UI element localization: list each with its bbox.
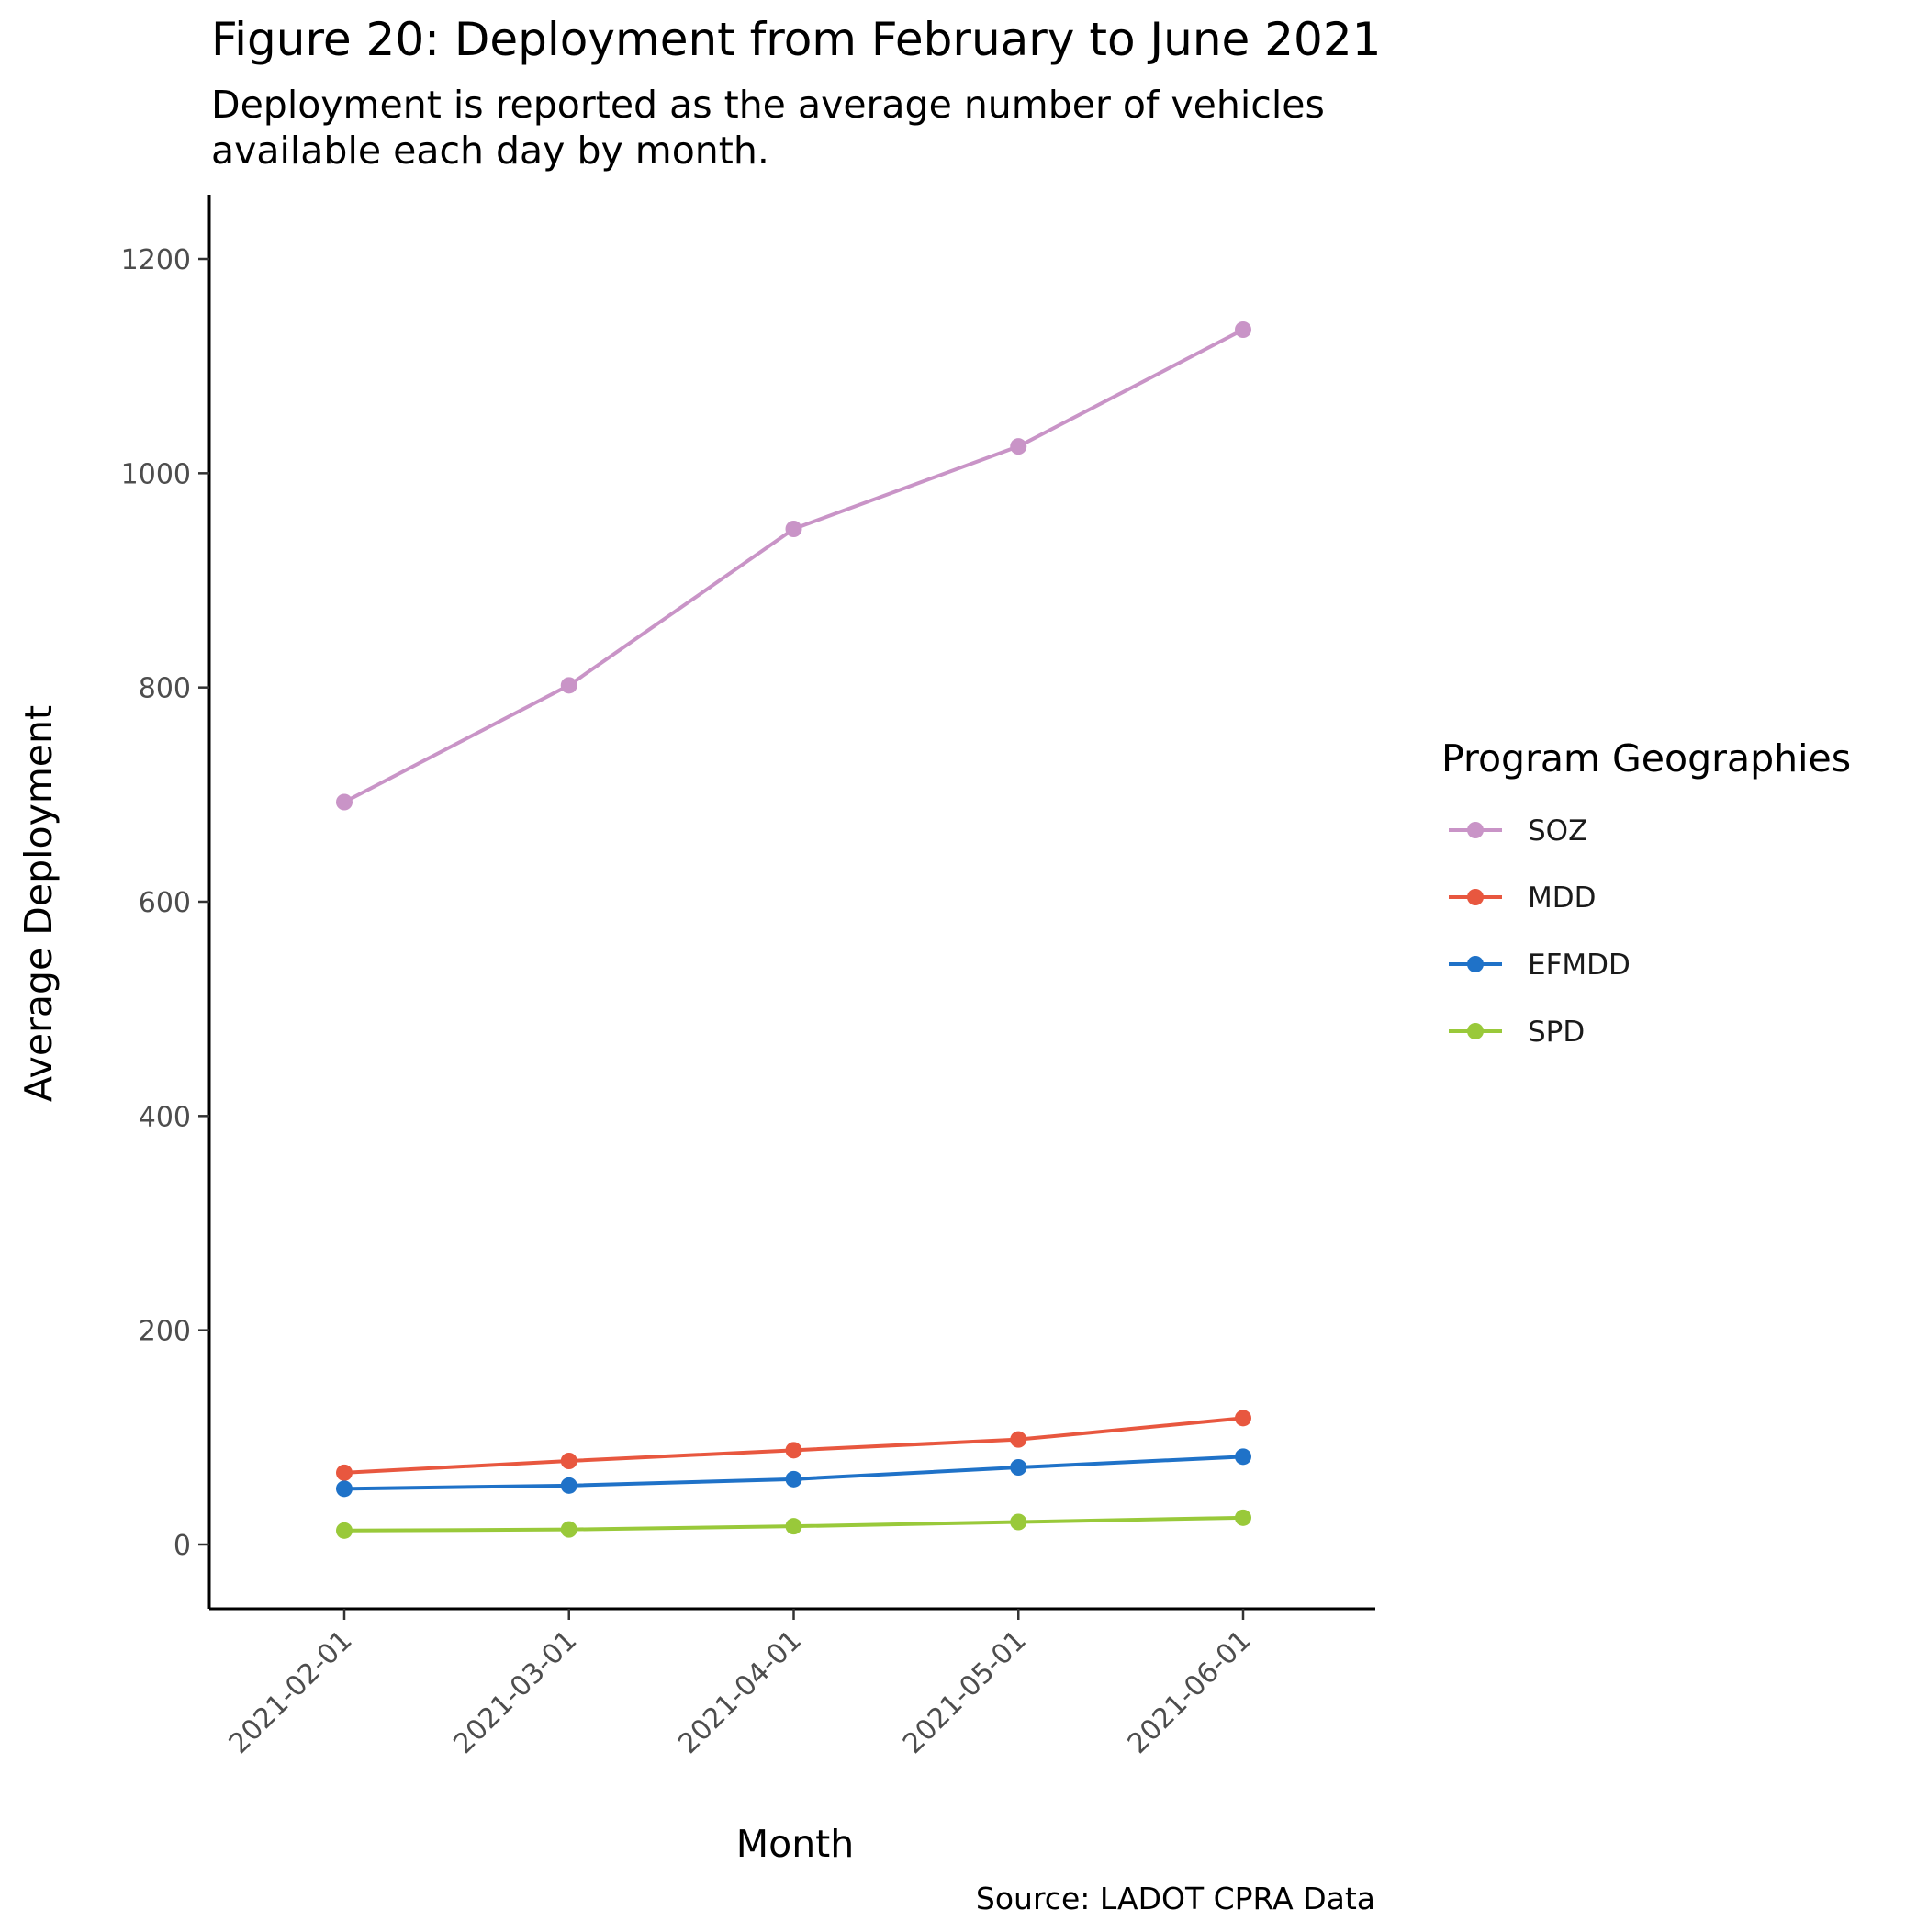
x-tick-label: 2021-02-01 bbox=[223, 1624, 359, 1760]
data-point-soz bbox=[1010, 438, 1027, 455]
data-point-soz bbox=[336, 793, 353, 811]
legend-marker-mdd bbox=[1467, 889, 1484, 905]
data-point-spd bbox=[1010, 1513, 1027, 1531]
y-tick-label: 400 bbox=[139, 1101, 191, 1133]
data-point-spd bbox=[560, 1521, 577, 1538]
y-tick-label: 1200 bbox=[121, 244, 191, 276]
y-tick-label: 0 bbox=[174, 1530, 191, 1562]
legend: SOZ MDD EFMDD SPD bbox=[1449, 814, 1631, 1049]
data-point-mdd bbox=[1010, 1431, 1027, 1448]
series-line-soz bbox=[343, 328, 1244, 804]
y-axis-title: Average Deployment bbox=[17, 705, 61, 1102]
x-tick-label: 2021-05-01 bbox=[897, 1624, 1033, 1760]
legend-marker-spd bbox=[1467, 1023, 1484, 1039]
legend-marker-soz bbox=[1467, 822, 1484, 838]
data-point-efmdd bbox=[1010, 1459, 1027, 1476]
legend-label-soz: SOZ bbox=[1528, 814, 1587, 848]
data-point-spd bbox=[1235, 1509, 1251, 1526]
legend-marker-efmdd bbox=[1467, 956, 1484, 972]
chart-subtitle-line-2: available each day by month. bbox=[211, 129, 769, 173]
chart-title: Figure 20: Deployment from February to J… bbox=[211, 13, 1381, 66]
x-tick-label: 2021-06-01 bbox=[1122, 1624, 1258, 1760]
data-point-soz bbox=[785, 521, 802, 537]
data-point-spd bbox=[336, 1522, 353, 1539]
x-axis-title: Month bbox=[736, 1822, 855, 1866]
data-point-spd bbox=[785, 1518, 802, 1535]
data-point-efmdd bbox=[1235, 1448, 1251, 1466]
data-point-soz bbox=[1235, 321, 1251, 338]
data-point-efmdd bbox=[785, 1470, 802, 1488]
data-point-soz bbox=[560, 677, 577, 694]
legend-label-spd: SPD bbox=[1528, 1016, 1585, 1049]
x-tick-label: 2021-03-01 bbox=[447, 1624, 583, 1760]
legend-label-efmdd: EFMDD bbox=[1528, 949, 1631, 982]
y-tick-label: 600 bbox=[139, 887, 191, 919]
data-point-efmdd bbox=[560, 1477, 577, 1494]
y-tick-label: 200 bbox=[139, 1316, 191, 1348]
legend-title: Program Geographies bbox=[1441, 736, 1851, 781]
plot-area: 0 200 400 600 800 1000 1200 2021-02-01 2021-03-0… bbox=[121, 195, 1375, 1760]
source-caption: Source: LADOT CPRA Data bbox=[976, 1881, 1375, 1916]
y-tick-label: 800 bbox=[139, 673, 191, 705]
data-point-mdd bbox=[336, 1464, 353, 1481]
y-tick-label: 1000 bbox=[121, 458, 191, 490]
data-point-mdd bbox=[1235, 1410, 1251, 1427]
chart-subtitle-line-1: Deployment is reported as the average nu… bbox=[211, 83, 1325, 127]
x-tick-label: 2021-04-01 bbox=[672, 1624, 808, 1760]
data-point-mdd bbox=[785, 1442, 802, 1459]
data-point-mdd bbox=[560, 1453, 577, 1469]
legend-label-mdd: MDD bbox=[1528, 882, 1597, 915]
data-point-efmdd bbox=[336, 1480, 353, 1498]
